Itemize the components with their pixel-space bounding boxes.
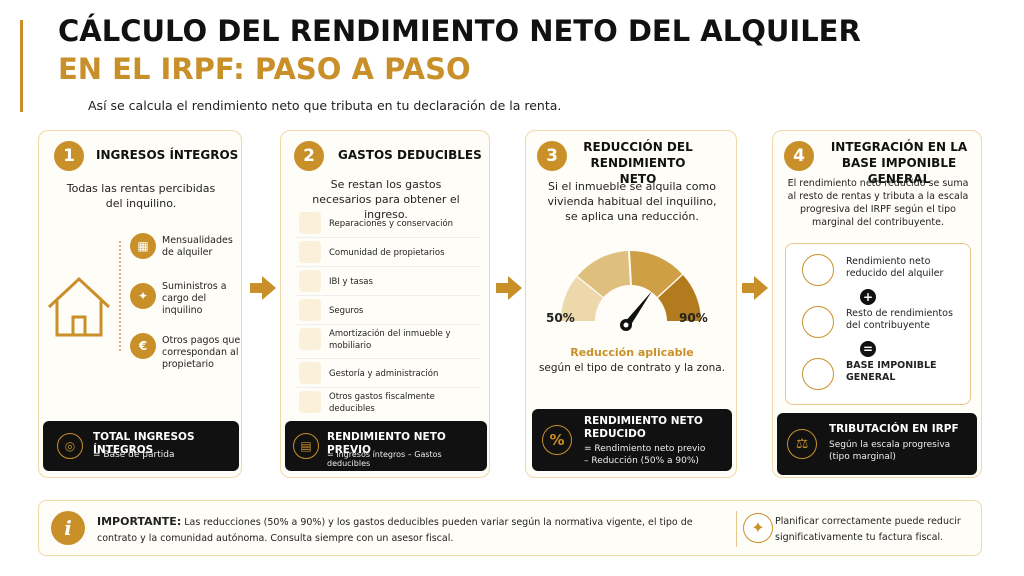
tip-icon: ✦ (743, 513, 773, 543)
footer-text: – Reducción (50% a 90%) (584, 456, 699, 466)
item-icon (802, 358, 834, 390)
house-icon (47, 276, 111, 337)
expense-row: IBI y tasas (295, 267, 480, 296)
footer-title: RENDIMIENTO NETO REDUCIDO (584, 415, 703, 440)
title: EN EL IRPF: PASO A PASO (58, 52, 471, 86)
subtitle: Así se calcula el rendimiento neto que t… (88, 98, 562, 113)
item-text: Rendimiento neto reducido del alquiler (846, 256, 944, 279)
arrow (742, 276, 768, 300)
expense-icon (299, 212, 321, 234)
note-label: IMPORTANTE: (97, 515, 182, 528)
note-box: i IMPORTANTE: Las reducciones (50% a 90%… (38, 500, 982, 556)
expense-icon (299, 241, 321, 263)
footer-icon: % (542, 425, 572, 455)
step-title: INGRESOS ÍNTEGROS (96, 148, 239, 162)
footer-title: RENDIMIENTO NETO PREVIO (327, 431, 446, 456)
gauge-max: 90% (679, 311, 708, 325)
gauge-min: 50% (546, 311, 575, 325)
footer-text: = Base de partida (93, 450, 175, 460)
step-card: 1 INGRESOS ÍNTEGROS Todas las rentas per… (38, 130, 242, 478)
item-text: Suministros a cargo del inquilino (162, 281, 227, 316)
expense-icon (299, 362, 321, 384)
expense-text: Reparaciones y conservación (329, 219, 454, 229)
item-icon (802, 254, 834, 286)
expense-row: Gestoría y administración (295, 359, 480, 388)
footer-text: = Rendimiento neto previo (584, 444, 706, 454)
footer-text: = Ingresos íntegros – Gastos deducibles (327, 450, 442, 468)
step-number: 4 (784, 141, 814, 171)
step-card: 2 GASTOS DEDUCIBLES Se restan los gastos… (280, 130, 490, 478)
operator: + (860, 289, 876, 305)
step-number: 3 (537, 141, 567, 171)
expense-text: Otros gastos fiscalmente deducibles (329, 392, 435, 414)
item-text: BASE IMPONIBLE GENERAL (846, 360, 937, 383)
step-number: 2 (294, 141, 324, 171)
step-description: Si el inmueble se alquila como vivienda … (547, 180, 717, 223)
item-text: Mensualidades de alquiler (162, 235, 233, 258)
footer-box: % RENDIMIENTO NETO REDUCIDO = Rendimient… (532, 409, 732, 471)
footer-icon: ▤ (293, 433, 319, 459)
item-icon: € (130, 333, 156, 359)
expense-row: Otros gastos fiscalmente deducibles (295, 388, 480, 422)
sum-box: Rendimiento neto reducido del alquiler R… (785, 243, 971, 405)
expense-icon (299, 299, 321, 321)
footer-title: TRIBUTACIÓN EN IRPF (829, 423, 959, 435)
step-description: Todas las rentas percibidas del inquilin… (66, 182, 216, 210)
info-icon: i (51, 511, 85, 545)
expense-row: Reparaciones y conservación (295, 209, 480, 238)
footer-text: Según la escala progresiva (tipo margina… (829, 440, 951, 462)
step-title: INTEGRACIÓN EN LA BASE IMPONIBLE GENERAL (830, 140, 968, 186)
item-text: Resto de rendimientos del contribuyente (846, 308, 953, 331)
footer-box: ◎ TOTAL INGRESOS ÍNTEGROS = Base de part… (43, 421, 239, 471)
step-title: GASTOS DEDUCIBLES (338, 148, 482, 162)
expense-row: Comunidad de propietarios (295, 238, 480, 267)
footer-icon: ⚖ (787, 429, 817, 459)
step-description: Se restan los gastos necesarios para obt… (312, 178, 460, 221)
footer-title: TOTAL INGRESOS ÍNTEGROS (93, 431, 195, 456)
operator: = (860, 341, 876, 357)
footer-box: ▤ RENDIMIENTO NETO PREVIO = Ingresos ínt… (285, 421, 487, 471)
title: CÁLCULO DEL RENDIMIENTO NETO DEL ALQUILE… (58, 14, 861, 48)
arrow (496, 276, 522, 300)
expense-row: Seguros (295, 296, 480, 325)
step-title: REDUCCIÓN DEL RENDIMIENTO NETO (583, 140, 693, 186)
item-icon: ▦ (130, 233, 156, 259)
arrow (250, 276, 276, 300)
expense-text: Seguros (329, 306, 364, 316)
item-text: Otros pagos que correspondan al propieta… (162, 335, 241, 370)
note-text: IMPORTANTE: Las reducciones (50% a 90%) … (97, 514, 717, 547)
item-icon (802, 306, 834, 338)
step-description: El rendimiento neto reducido se suma al … (787, 178, 969, 228)
note: según el tipo de contrato y la zona. (538, 362, 726, 374)
expense-icon (299, 391, 321, 413)
expense-icon (299, 328, 321, 350)
footer-box: ⚖ TRIBUTACIÓN EN IRPF Según la escala pr… (777, 413, 977, 475)
tip-text: Planificar correctamente puede reducir s… (775, 516, 961, 543)
highlight: Reducción aplicable (570, 346, 694, 359)
expense-text: Gestoría y administración (329, 369, 439, 379)
step-number: 1 (54, 141, 84, 171)
expense-text: Comunidad de propietarios (329, 248, 445, 258)
expense-icon (299, 270, 321, 292)
footer-icon: ◎ (57, 433, 83, 459)
expense-text: IBI y tasas (329, 277, 373, 287)
note-body: Las reducciones (50% a 90%) y los gastos… (97, 517, 693, 544)
divider (736, 511, 737, 547)
step-card: 3 REDUCCIÓN DEL RENDIMIENTO NETO Si el i… (525, 130, 737, 478)
gauge (560, 250, 701, 331)
expense-row: Amortización del inmueble y mobiliario (295, 325, 480, 359)
accent-bar (20, 20, 23, 112)
expense-text: Amortización del inmueble y mobiliario (329, 329, 451, 351)
step-card: 4 INTEGRACIÓN EN LA BASE IMPONIBLE GENER… (772, 130, 982, 478)
connector (119, 241, 121, 351)
item-icon: ✦ (130, 283, 156, 309)
